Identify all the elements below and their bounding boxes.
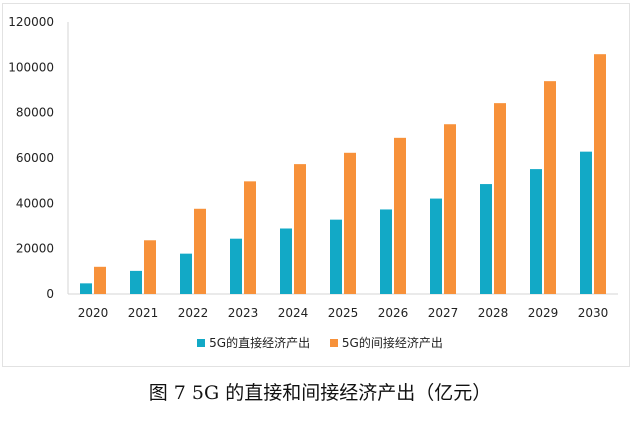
legend-swatch: [197, 338, 206, 347]
bar-direct-2030: [580, 151, 592, 294]
legend-swatch: [329, 338, 338, 347]
x-tick-label: 2030: [578, 306, 609, 320]
bar-indirect-2023: [244, 181, 256, 294]
y-tick-label: 40000: [16, 196, 54, 210]
bar-indirect-2022: [194, 208, 206, 294]
bar-indirect-2029: [544, 81, 556, 294]
bar-direct-2022: [180, 253, 192, 294]
y-tick-label: 20000: [16, 242, 54, 256]
x-tick-label: 2025: [328, 306, 359, 320]
x-tick-label: 2029: [528, 306, 559, 320]
x-tick-label: 2021: [128, 306, 159, 320]
bar-indirect-2026: [394, 137, 406, 294]
bar-indirect-2024: [294, 164, 306, 294]
x-tick-label: 2024: [278, 306, 309, 320]
figure-caption: 图 7 5G 的直接和间接经济产出（亿元）: [148, 382, 492, 404]
x-tick-label: 2023: [228, 306, 259, 320]
legend: 5G的直接经济产出 5G的间接经济产出: [0, 334, 640, 351]
x-tick-label: 2022: [178, 306, 209, 320]
bar-indirect-2020: [94, 266, 106, 294]
bar-direct-2029: [530, 169, 542, 294]
y-tick-label: 60000: [16, 151, 54, 165]
bar-indirect-2027: [444, 124, 456, 294]
x-tick-label: 2026: [378, 306, 409, 320]
x-tick-label: 2020: [78, 306, 109, 320]
bar-direct-2024: [280, 228, 292, 294]
y-tick-label: 0: [46, 287, 54, 301]
x-tick-label: 2027: [428, 306, 459, 320]
bar-chart: 0 20000 40000 60000 80000 100000 120000 2020 202…: [8, 15, 618, 320]
y-tick-label: 100000: [8, 60, 54, 74]
bar-direct-2028: [480, 184, 492, 294]
bar-direct-2025: [330, 219, 342, 294]
bar-direct-2026: [380, 209, 392, 294]
y-tick-label: 120000: [8, 15, 54, 29]
legend-item-indirect: 5G的间接经济产出: [329, 334, 443, 351]
bar-direct-2021: [130, 270, 142, 294]
y-tick-label: 80000: [16, 106, 54, 120]
bar-direct-2027: [430, 198, 442, 294]
bar-indirect-2025: [344, 152, 356, 294]
x-tick-label: 2028: [478, 306, 509, 320]
bar-indirect-2021: [144, 240, 156, 294]
bar-indirect-2028: [494, 103, 506, 294]
chart-frame: [2, 3, 630, 367]
legend-item-direct: 5G的直接经济产出: [197, 334, 310, 351]
legend-label: 5G的间接经济产出: [341, 336, 443, 350]
legend-label: 5G的直接经济产出: [209, 336, 311, 350]
bar-direct-2023: [230, 238, 242, 294]
bar-direct-2020: [80, 283, 92, 294]
bar-indirect-2030: [594, 54, 606, 294]
